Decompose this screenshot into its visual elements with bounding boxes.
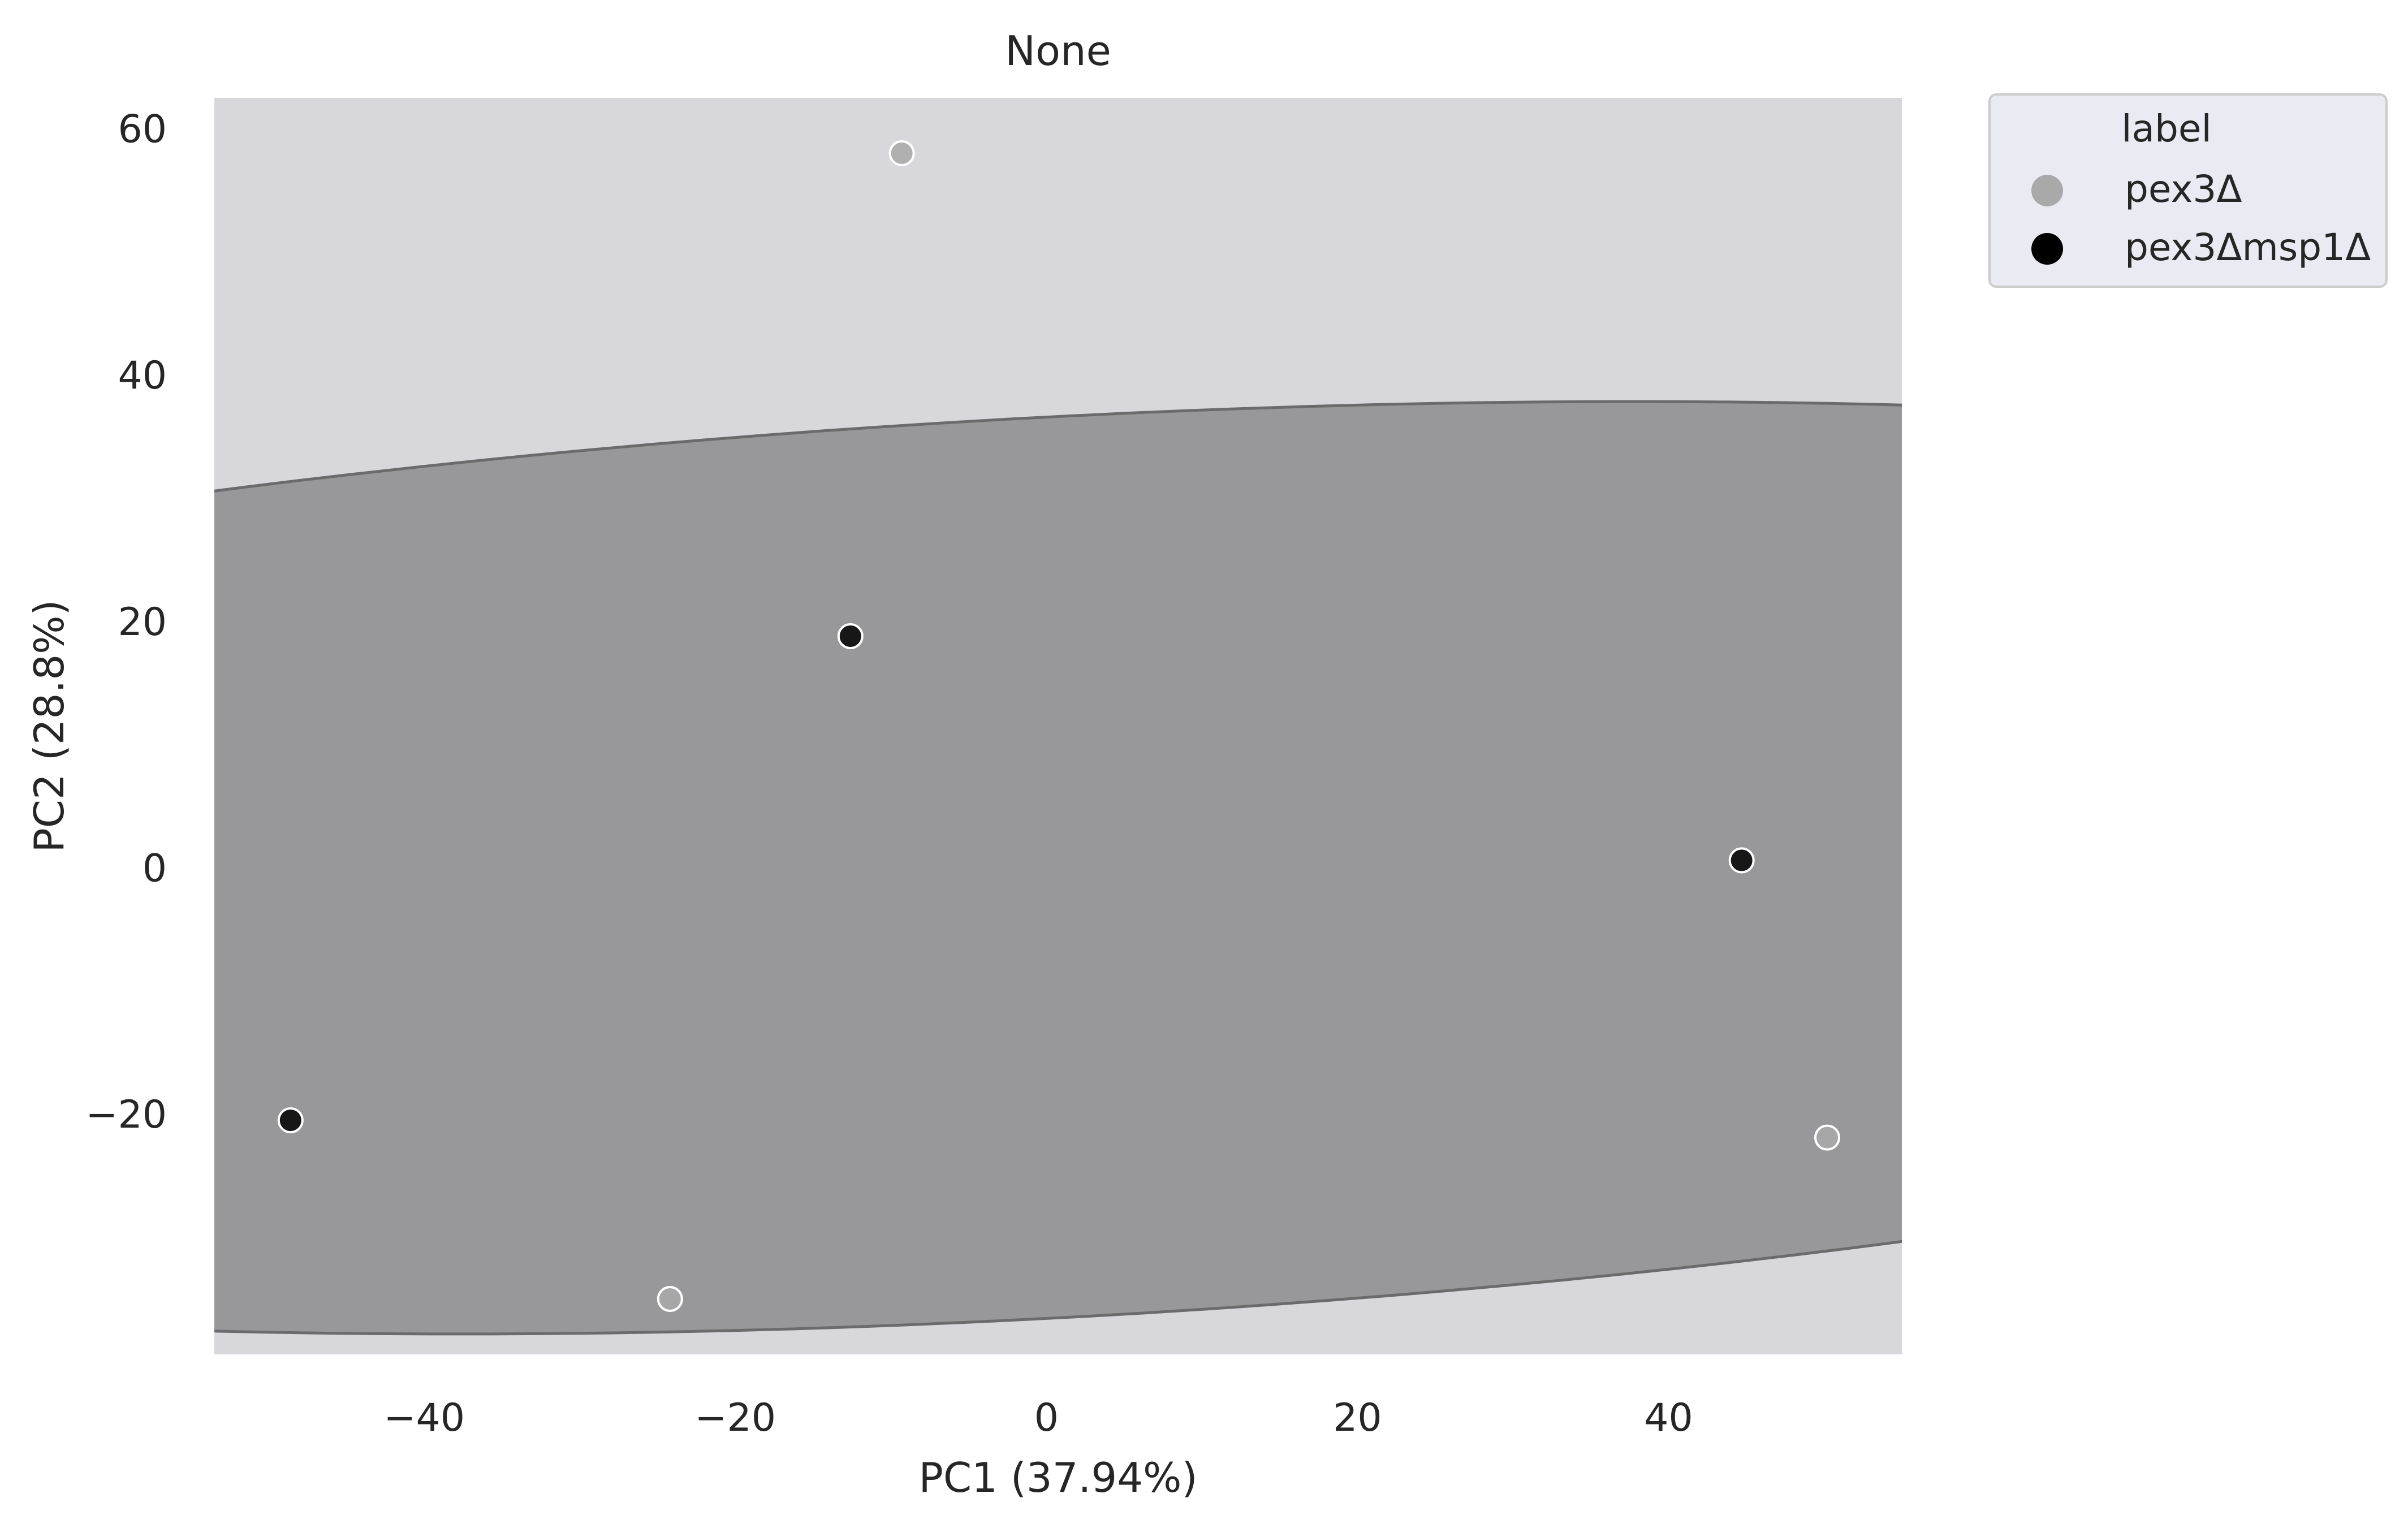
legend-label-pex3: pex3Δ [2125, 167, 2242, 211]
chart-title: None [1005, 27, 1111, 75]
legend-marker-pex3 [2031, 175, 2063, 206]
legend-marker-pex3-msp1 [2031, 233, 2063, 265]
y-tick-label: 20 [118, 600, 167, 645]
plot-area [214, 98, 1902, 1354]
x-tick-label: 20 [1333, 1396, 1382, 1440]
data-point-series1-1 [1728, 847, 1755, 874]
data-point-series0-1 [1814, 1124, 1840, 1151]
y-tick-label: 0 [143, 847, 167, 891]
data-point-series1-0 [837, 623, 864, 649]
legend-frame [1988, 93, 2388, 288]
y-axis-ticks: −20 0 20 40 60 [85, 107, 167, 1138]
confidence-ellipse [214, 400, 1902, 1336]
y-tick-label: 60 [118, 107, 167, 152]
data-point-series1-2 [277, 1107, 304, 1134]
legend-label-pex3-msp1: pex3Δmsp1Δ [2125, 226, 2371, 269]
data-point-series0-0 [888, 140, 915, 166]
y-tick-label: 40 [118, 353, 167, 398]
y-axis-label: PC2 (28.8%) [25, 599, 73, 852]
legend: label pex3Δ pex3Δmsp1Δ [1988, 93, 2388, 288]
legend-title: label [2121, 107, 2212, 150]
x-tick-label: 40 [1644, 1396, 1693, 1440]
x-tick-label: −40 [384, 1396, 465, 1440]
data-point-series0-2 [657, 1286, 683, 1312]
confidence-ellipse-layer [214, 400, 1902, 1336]
x-tick-label: −20 [695, 1396, 776, 1440]
x-axis-ticks: −40 −20 0 20 40 [384, 1396, 1693, 1440]
y-tick-label: −20 [85, 1093, 167, 1137]
data-points-layer [277, 140, 1840, 1312]
x-axis-label: PC1 (37.94%) [918, 1454, 1197, 1501]
x-tick-label: 0 [1034, 1396, 1059, 1440]
